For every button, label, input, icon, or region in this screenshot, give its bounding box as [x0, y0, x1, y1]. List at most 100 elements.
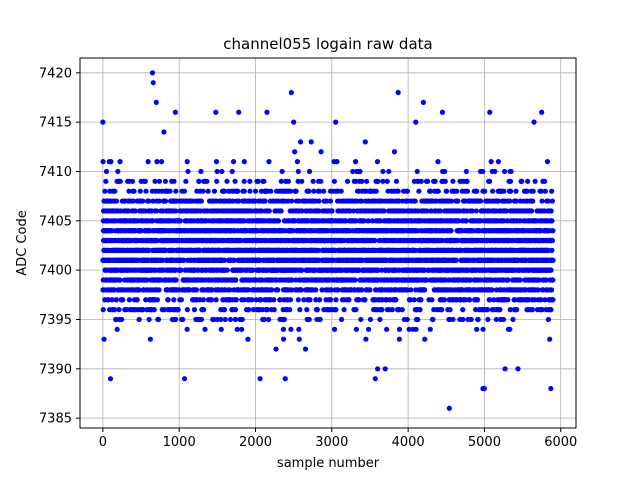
data-point	[344, 178, 351, 184]
data-point	[178, 267, 184, 273]
data-point	[279, 168, 285, 175]
data-point	[184, 307, 190, 313]
data-point	[142, 178, 148, 184]
data-point	[245, 287, 251, 293]
data-point	[298, 287, 304, 293]
data-point	[289, 287, 295, 293]
data-point	[198, 168, 204, 175]
data-point	[396, 336, 402, 342]
data-point	[372, 237, 378, 244]
data-point	[353, 326, 359, 332]
data-point	[422, 287, 428, 293]
data-point	[411, 297, 417, 303]
data-point	[150, 218, 156, 224]
data-point	[478, 198, 484, 204]
data-point	[255, 178, 261, 184]
data-point	[126, 297, 133, 303]
data-point	[154, 297, 160, 303]
data-point	[266, 208, 272, 214]
data-point	[231, 257, 237, 263]
data-point	[379, 307, 385, 313]
data-point	[314, 307, 320, 313]
data-point	[227, 287, 233, 293]
data-point	[234, 326, 240, 332]
data-point	[293, 188, 299, 194]
data-point	[132, 208, 138, 214]
data-point	[460, 316, 466, 323]
data-point	[259, 277, 265, 283]
data-point	[112, 188, 118, 194]
data-point	[473, 208, 479, 214]
data-point	[289, 198, 295, 204]
data-point	[158, 159, 165, 165]
data-point	[362, 297, 368, 303]
data-point	[380, 168, 386, 175]
data-point	[173, 277, 179, 283]
data-point	[449, 198, 455, 204]
data-point	[113, 297, 119, 303]
data-point	[151, 307, 157, 313]
data-point	[233, 277, 239, 283]
data-point	[173, 208, 179, 214]
data-point	[353, 307, 359, 313]
data-point	[200, 297, 206, 303]
data-point	[181, 188, 188, 194]
data-point	[184, 159, 190, 165]
data-point	[480, 168, 486, 175]
data-point	[185, 168, 191, 175]
data-point	[165, 297, 171, 303]
data-point	[442, 168, 448, 175]
data-point	[304, 307, 310, 313]
data-point	[218, 316, 224, 323]
data-point	[131, 188, 137, 194]
data-point	[211, 188, 218, 194]
data-point	[103, 178, 109, 184]
data-point	[417, 307, 423, 313]
data-point	[432, 178, 438, 184]
data-point	[331, 178, 338, 184]
data-point	[180, 316, 186, 323]
data-point	[352, 277, 358, 283]
data-point	[250, 267, 256, 273]
data-point	[455, 198, 461, 204]
data-point	[407, 297, 414, 303]
data-point	[261, 316, 268, 323]
data-point	[418, 178, 424, 184]
data-point	[173, 316, 179, 323]
data-point	[415, 316, 421, 323]
data-point	[249, 297, 255, 303]
data-point	[232, 316, 239, 323]
data-point	[384, 178, 390, 184]
data-point	[233, 297, 239, 303]
data-point	[275, 218, 282, 224]
data-point	[246, 307, 252, 313]
data-point	[100, 307, 106, 313]
data-point	[253, 297, 259, 303]
data-point	[299, 267, 305, 273]
data-point	[295, 178, 301, 184]
data-point	[338, 316, 345, 323]
data-point	[317, 316, 323, 323]
data-point	[200, 188, 206, 194]
data-point	[114, 326, 120, 332]
data-point	[294, 159, 300, 165]
data-point	[178, 297, 185, 303]
data-point	[261, 178, 267, 184]
data-point	[333, 297, 339, 303]
data-point	[464, 178, 470, 184]
data-point	[468, 316, 474, 323]
data-point	[112, 307, 118, 313]
data-point	[171, 178, 177, 184]
data-point	[306, 168, 313, 175]
data-point	[363, 336, 369, 342]
data-point	[456, 218, 462, 224]
data-point	[404, 188, 411, 194]
data-point	[241, 178, 247, 184]
data-point	[327, 297, 334, 303]
data-point	[450, 316, 456, 323]
data-point	[252, 188, 259, 194]
data-point	[467, 277, 473, 283]
data-point	[296, 198, 302, 204]
data-point	[391, 149, 398, 155]
data-point	[380, 178, 386, 184]
